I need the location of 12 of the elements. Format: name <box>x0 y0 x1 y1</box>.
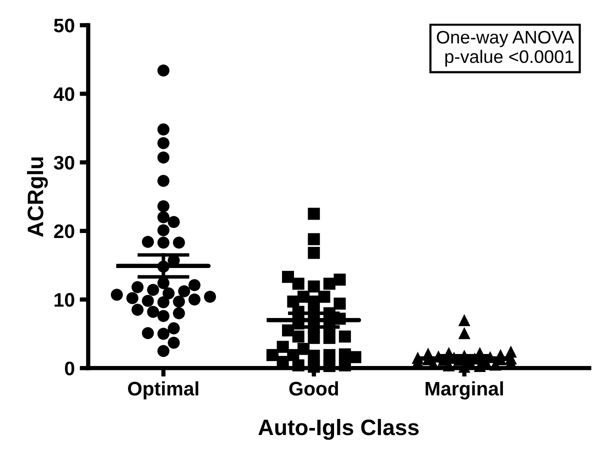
x-tick-label: Optimal <box>128 381 198 400</box>
x-axis-title: Auto-Igls Class <box>258 418 419 440</box>
y-tick-label: 0 <box>64 362 74 376</box>
y-tick-label: 20 <box>54 224 74 238</box>
y-tick-label: 40 <box>54 87 74 102</box>
y-tick-label: 10 <box>54 292 74 307</box>
y-tick-label: 30 <box>54 156 74 170</box>
y-tick-label: 50 <box>54 18 74 32</box>
x-tick-label: Marginal <box>426 381 503 400</box>
x-tick-label: Good <box>289 381 338 396</box>
annotation: One-way ANOVA p-value <0.0001 <box>436 30 574 67</box>
y-axis-title: ACRglu <box>27 157 48 237</box>
